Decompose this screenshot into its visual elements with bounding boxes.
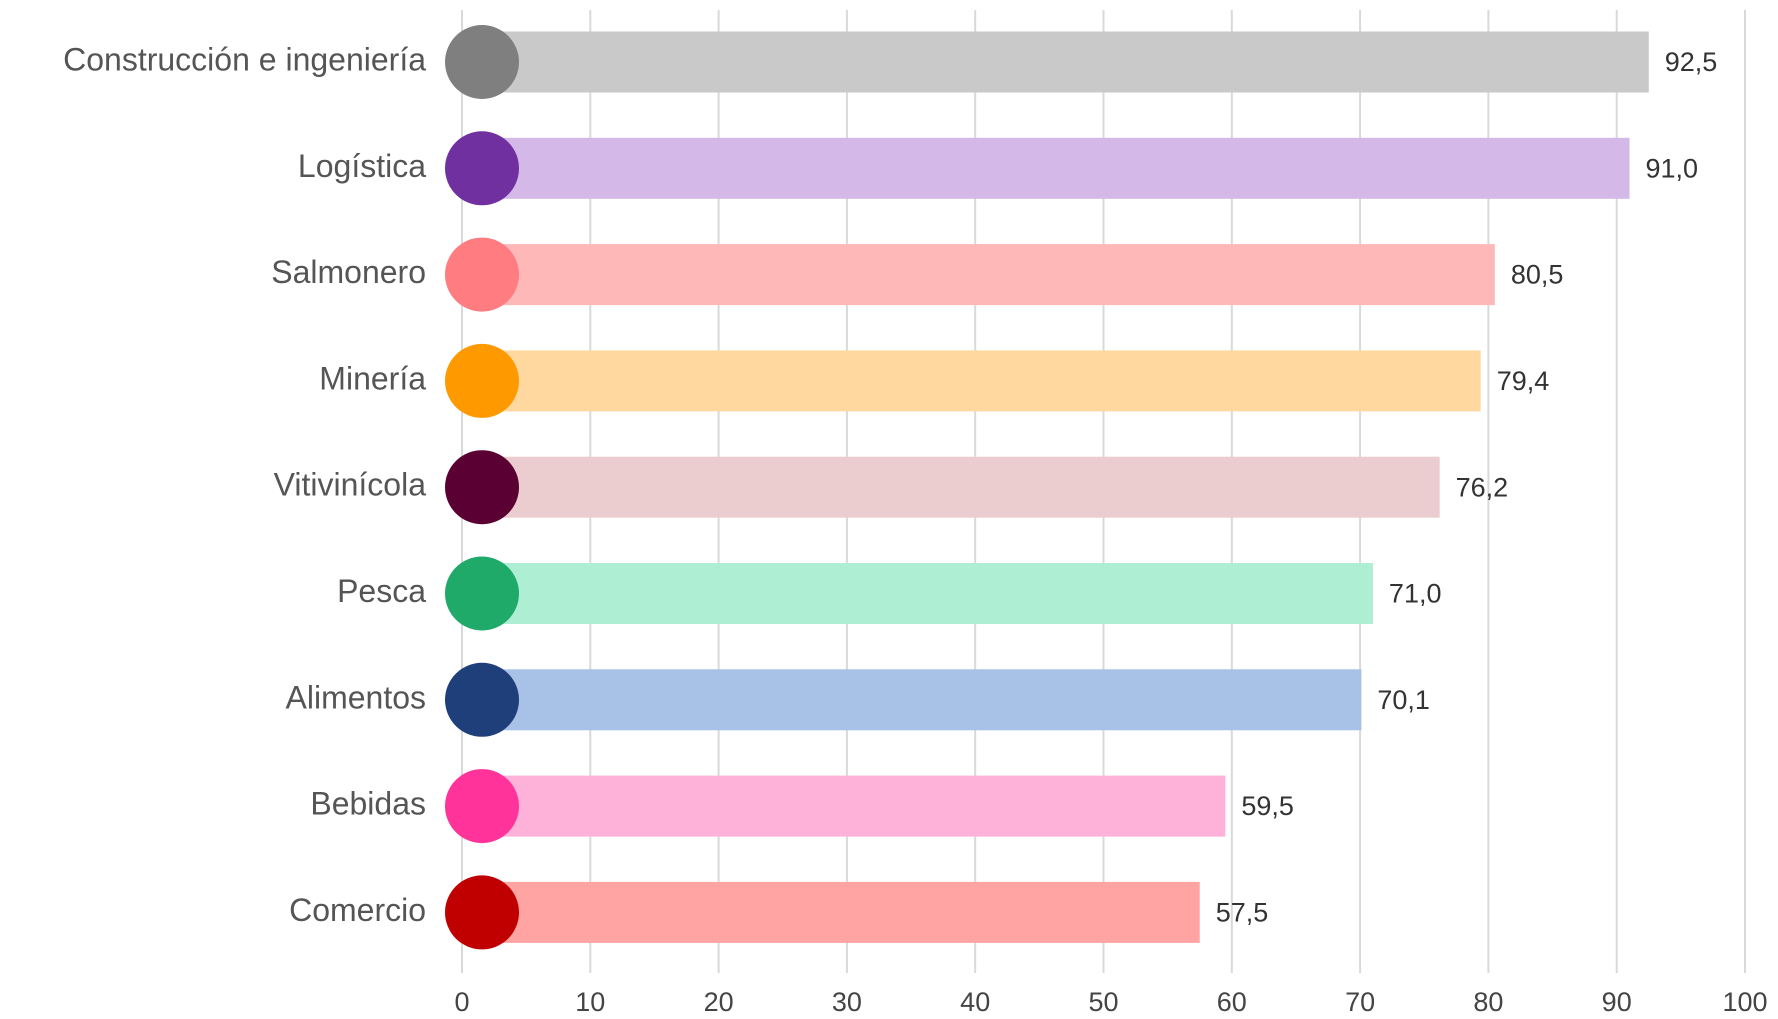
- x-tick-label: 30: [832, 987, 862, 1017]
- category-label: Bebidas: [310, 786, 426, 822]
- category-label: Alimentos: [286, 679, 427, 715]
- value-label: 70,1: [1377, 685, 1430, 715]
- value-label: 57,5: [1216, 898, 1269, 928]
- value-label: 76,2: [1456, 472, 1509, 502]
- bar: [462, 881, 1200, 943]
- bar: [462, 775, 1226, 837]
- category-icon: [445, 343, 519, 418]
- value-label: 92,5: [1665, 47, 1718, 77]
- x-tick-label: 70: [1345, 987, 1375, 1017]
- x-tick-label: 10: [575, 987, 605, 1017]
- category-icon: [445, 131, 519, 206]
- category-label: Vitivinícola: [274, 467, 427, 503]
- bar: [462, 563, 1373, 624]
- value-label: 91,0: [1646, 153, 1699, 183]
- category-icon: [445, 237, 519, 312]
- bar: [462, 669, 1362, 731]
- value-label: 79,4: [1497, 366, 1550, 396]
- category-icon: [445, 450, 519, 525]
- category-label: Construcción e ingeniería: [63, 41, 426, 77]
- x-tick-label: 60: [1217, 987, 1247, 1017]
- bar: [462, 350, 1481, 412]
- x-tick-label: 80: [1473, 987, 1503, 1017]
- x-tick-label: 50: [1088, 987, 1118, 1017]
- bar: [462, 31, 1649, 93]
- x-tick-label: 20: [704, 987, 734, 1017]
- x-tick-label: 0: [454, 987, 469, 1017]
- value-label: 59,5: [1241, 791, 1294, 821]
- bar: [462, 456, 1440, 518]
- category-icon: [445, 769, 519, 844]
- x-tick-label: 90: [1602, 987, 1632, 1017]
- category-label: Comercio: [289, 892, 426, 928]
- bar: [462, 137, 1630, 199]
- category-icon: [445, 556, 519, 631]
- category-label: Minería: [319, 360, 426, 396]
- value-label: 71,0: [1389, 579, 1442, 609]
- category-label: Salmonero: [271, 254, 426, 290]
- bar: [462, 244, 1495, 306]
- category-icon: [445, 662, 519, 737]
- x-tick-label: 40: [960, 987, 990, 1017]
- category-icon: [445, 25, 519, 99]
- category-label: Pesca: [337, 573, 426, 609]
- value-label: 80,5: [1511, 260, 1564, 290]
- x-tick-label: 100: [1722, 987, 1767, 1017]
- category-label: Logística: [298, 148, 426, 184]
- category-icon: [445, 875, 519, 950]
